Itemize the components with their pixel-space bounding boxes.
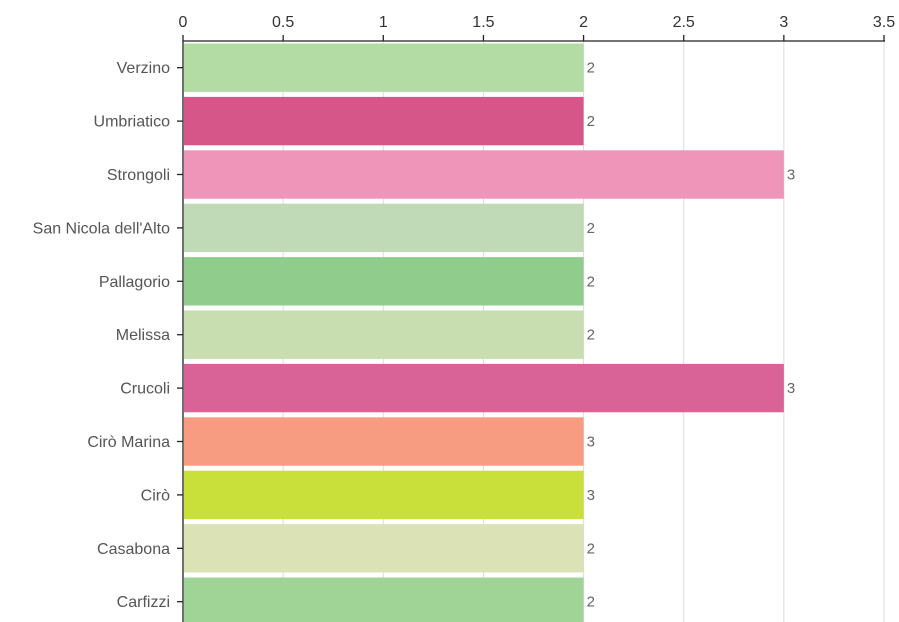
x-axis-ticks: 0 0.5 1 1.5 2 2.5 3 3.5 <box>179 14 895 41</box>
category-label: San Nicola dell'Alto <box>33 220 170 237</box>
data-label: 3 <box>787 380 795 397</box>
bar <box>184 310 584 359</box>
x-tick-label: 1 <box>379 14 388 31</box>
category-label: Verzino <box>117 60 170 77</box>
category-label: Crucoli <box>120 381 170 398</box>
x-tick-label: 1.5 <box>472 14 494 31</box>
x-tick-label: 0.5 <box>272 14 294 31</box>
bar <box>184 470 584 520</box>
bar <box>184 417 584 466</box>
category-label: Cirò <box>141 487 170 504</box>
data-label: 2 <box>587 273 595 290</box>
category-label: Cirò Marina <box>87 434 170 451</box>
x-tick-label: 0 <box>179 14 188 31</box>
data-label: 2 <box>587 594 595 611</box>
data-label: 3 <box>587 434 595 451</box>
bar <box>184 524 584 573</box>
data-labels: 2 2 3 2 2 2 3 3 3 2 2 <box>587 60 796 611</box>
x-tick-label: 2.5 <box>673 14 695 31</box>
bar <box>184 150 784 199</box>
data-label: 2 <box>587 220 595 237</box>
category-label: Pallagorio <box>99 274 170 291</box>
bars <box>184 43 784 622</box>
x-tick-label: 2 <box>579 14 588 31</box>
bar <box>184 43 584 92</box>
data-label: 2 <box>587 540 595 557</box>
bar <box>184 577 584 622</box>
x-tick-label: 3 <box>779 14 788 31</box>
bar <box>184 203 584 253</box>
data-label: 3 <box>787 167 795 184</box>
category-label: Strongoli <box>107 167 170 184</box>
data-label: 2 <box>587 327 595 344</box>
category-label: Umbriatico <box>94 114 171 131</box>
x-tick-label: 3.5 <box>873 14 895 31</box>
data-label: 2 <box>587 60 595 77</box>
category-label: Melissa <box>116 327 170 344</box>
y-axis-ticks: Verzino Umbriatico Strongoli San Nicola del… <box>33 60 183 611</box>
category-label: Casabona <box>97 541 170 558</box>
bar <box>184 96 584 146</box>
data-label: 2 <box>587 113 595 130</box>
category-label: Carfizzi <box>117 594 170 611</box>
axes <box>182 40 885 622</box>
bar <box>184 257 584 306</box>
data-label: 3 <box>587 487 595 504</box>
bar <box>184 363 784 413</box>
